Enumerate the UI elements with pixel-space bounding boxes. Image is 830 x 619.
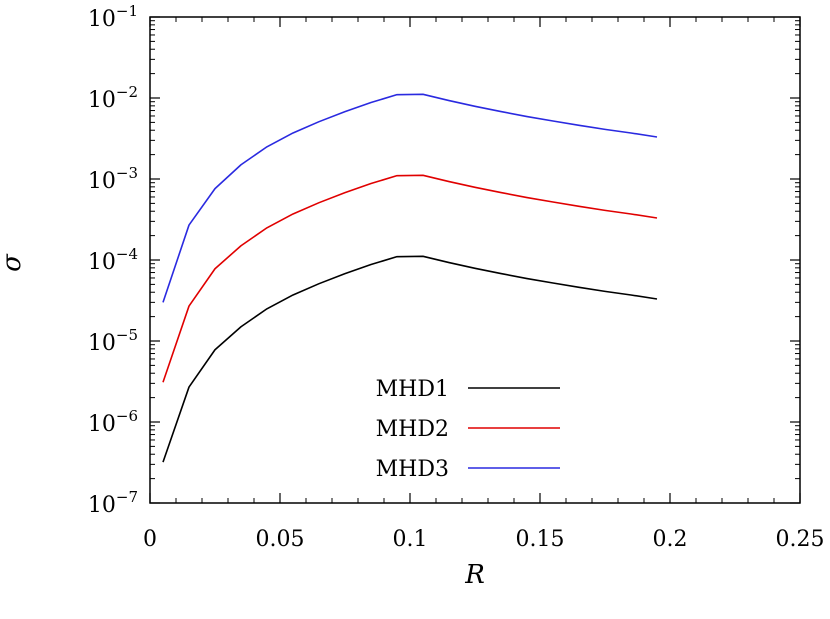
x-tick-label: 0.05 bbox=[256, 527, 305, 552]
legend: MHD1 MHD2 MHD3 bbox=[376, 377, 560, 482]
series-line-mhd3 bbox=[162, 93, 658, 303]
y-tick-label: 10−2 bbox=[88, 83, 138, 113]
y-tick-label-base: 10 bbox=[88, 250, 116, 275]
y-tick-label-base: 10 bbox=[88, 412, 116, 437]
y-tick-label-base: 10 bbox=[88, 169, 116, 194]
series-line-mhd1 bbox=[162, 255, 658, 463]
y-tick-label: 10−7 bbox=[88, 488, 138, 518]
series-layer bbox=[162, 93, 658, 463]
y-tick-label: 10−1 bbox=[88, 2, 138, 32]
series-line-mhd2 bbox=[162, 174, 658, 383]
y-tick-label: 10−5 bbox=[88, 326, 138, 356]
y-tick-label-exponent: −5 bbox=[116, 326, 138, 344]
y-tick-label: 10−3 bbox=[88, 164, 138, 194]
x-tick-label: 0.15 bbox=[516, 527, 565, 552]
y-tick-label-exponent: −6 bbox=[116, 407, 138, 425]
y-tick-label-exponent: −1 bbox=[116, 2, 138, 20]
legend-label-mhd3: MHD3 bbox=[376, 457, 449, 482]
plot-frame bbox=[149, 16, 801, 504]
y-tick-label-base: 10 bbox=[88, 331, 116, 356]
x-tick-label: 0 bbox=[143, 527, 157, 552]
y-tick-label-base: 10 bbox=[88, 493, 116, 518]
y-tick-label-base: 10 bbox=[88, 7, 116, 32]
legend-label-mhd2: MHD2 bbox=[376, 417, 449, 442]
x-tick-label: 0.2 bbox=[653, 527, 688, 552]
x-tick-label: 0.25 bbox=[776, 527, 825, 552]
y-axis-label: σ bbox=[0, 253, 27, 272]
x-axis-label: R bbox=[464, 560, 485, 590]
y-tick-label-exponent: −3 bbox=[116, 164, 138, 182]
y-tick-label: 10−6 bbox=[88, 407, 138, 437]
y-tick-label-exponent: −2 bbox=[116, 83, 138, 101]
y-tick-label-exponent: −4 bbox=[116, 245, 138, 263]
x-tick-label: 0.1 bbox=[393, 527, 428, 552]
ticks-layer: 0 0.05 0.1 0.15 0.2 0.2510−710−610−510−410−31… bbox=[88, 2, 825, 552]
y-tick-label-base: 10 bbox=[88, 88, 116, 113]
y-tick-label: 10−4 bbox=[88, 245, 138, 275]
y-tick-label-exponent: −7 bbox=[116, 488, 138, 506]
legend-label-mhd1: MHD1 bbox=[376, 377, 449, 402]
